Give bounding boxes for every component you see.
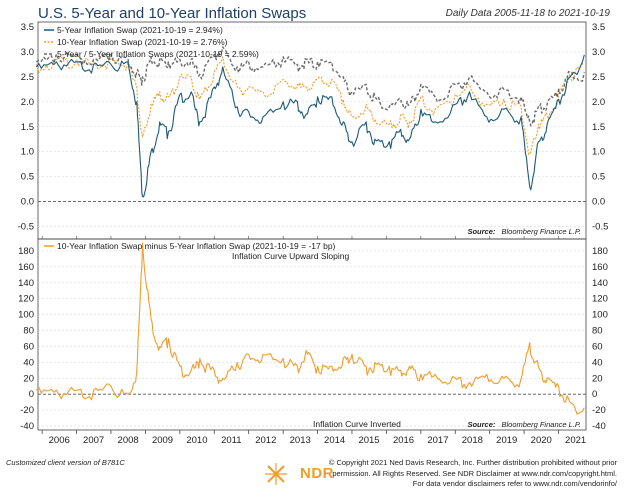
bottom-ytick-right: -20 [592, 405, 606, 416]
ndr-logo [265, 463, 287, 485]
bottom-series [35, 242, 585, 415]
x-tick-label: 2009 [152, 435, 173, 446]
top-ytick-right: -0.5 [592, 222, 608, 233]
bottom-legend: 10-Year Inflation Swap minus 5-Year Infl… [44, 241, 336, 251]
x-tick-label: 2010 [186, 435, 207, 446]
bottom-ytick-right: 120 [592, 294, 608, 305]
ndr-logo-mark [265, 463, 287, 485]
top-ytick-left: -0.5 [18, 222, 34, 233]
bottom-ytick-left: -20 [20, 405, 34, 416]
bottom-ytick-left: 40 [23, 357, 34, 368]
x-tick-label: 2018 [462, 435, 483, 446]
x-tick-label: 2016 [393, 435, 414, 446]
x-tick-label: 2007 [83, 435, 104, 446]
bottom-ytick-left: 100 [18, 310, 34, 321]
top-ytick-left: 1.5 [21, 122, 34, 133]
bottom-ytick-left: 80 [23, 326, 34, 337]
x-tick-label: 2006 [49, 435, 70, 446]
top-ytick-right: 1.0 [592, 147, 605, 158]
top-ytick-right: 2.5 [592, 72, 605, 83]
top-source: Source: Bloomberg Finance L.P. [467, 227, 581, 236]
top-series [35, 46, 585, 198]
x-tick-label: 2008 [118, 435, 139, 446]
bottom-series-0 [35, 242, 585, 415]
footer-client-version: Customized client version of B781C [6, 458, 125, 467]
top-ytick-left: 1.0 [21, 147, 34, 158]
x-tick-label: 2019 [496, 435, 517, 446]
top-source-label: Source: [467, 227, 495, 236]
top-ytick-left: 0.0 [21, 197, 34, 208]
top-legend: 5-Year Inflation Swap (2021-10-19 = 2.94… [44, 25, 259, 59]
top-ytick-left: 3.0 [21, 47, 34, 58]
bottom-ytick-right: 180 [592, 246, 608, 257]
legend-label-5y5y: 5-Year / 5-Year Inflation Swaps (2021-10… [57, 49, 259, 59]
top-ytick-left: 2.0 [21, 97, 34, 108]
bottom-ytick-right: 80 [592, 326, 603, 337]
legend-label-10y: 10-Year Inflation Swap (2021-10-19 = 2.7… [57, 37, 228, 47]
copyright-line-1: © Copyright 2021 Ned Davis Research, Inc… [328, 458, 617, 467]
x-tick-label: 2015 [358, 435, 379, 446]
bottom-ytick-left: 160 [18, 262, 34, 273]
top-yticks: 3.5 3.5 3.0 3.0 2.5 2.5 2.0 2.0 1.5 1.5 1.0 1.0 0.5 0… [18, 22, 609, 233]
top-ytick-right: 0.0 [592, 197, 605, 208]
bottom-ytick-left: 120 [18, 294, 34, 305]
chart-svg: 3.5 3.5 3.0 3.0 2.5 2.5 2.0 2.0 1.5 1.5 1.0 1.0 0.5 0… [18, 21, 609, 446]
bottom-ytick-left: 180 [18, 246, 34, 257]
top-ytick-left: 2.5 [21, 72, 34, 83]
copyright-line-2: permission. All Rights Reserved. See NDR… [332, 468, 617, 478]
bottom-ytick-right: 0 [592, 389, 597, 400]
top-series-1 [35, 56, 585, 155]
legend-label-5y: 5-Year Inflation Swap (2021-10-19 = 2.94… [57, 25, 223, 35]
top-grid [38, 26, 586, 227]
top-series-2 [36, 46, 585, 127]
annotation-upward: Inflation Curve Upward Sloping [232, 251, 349, 261]
top-ytick-right: 1.5 [592, 122, 605, 133]
top-source-text: Bloomberg Finance L.P. [502, 227, 582, 236]
bottom-ytick-right: 40 [592, 357, 603, 368]
bottom-source-label: Source: [467, 420, 495, 429]
bottom-ytick-left: 0 [29, 389, 34, 400]
x-ticks: 2006 2007 2008 2009 2010 2011 2012 2013 2014 2015… [41, 236, 586, 446]
bottom-source: Source: Bloomberg Finance L.P. [467, 420, 581, 429]
bottom-ytick-left: 60 [23, 341, 34, 352]
top-ytick-right: 3.5 [592, 22, 605, 33]
bottom-ytick-left: 140 [18, 278, 34, 289]
ndr-logo-text: NDR [300, 465, 334, 482]
top-ytick-left: 0.5 [21, 172, 34, 183]
x-tick-label: 2013 [290, 435, 311, 446]
x-tick-label: 2021 [565, 435, 586, 446]
bottom-yticks: 180 180 160 160 140 140 120 120 100 100 80 80 60 60 40… [18, 246, 608, 432]
chart-title: U.S. 5-Year and 10-Year Inflation Swaps [38, 5, 307, 22]
annotation-inverted: Inflation Curve Inverted [313, 419, 401, 429]
bottom-grid [38, 250, 586, 427]
bottom-ytick-right: 140 [592, 278, 608, 289]
top-ytick-left: 3.5 [21, 22, 34, 33]
x-tick-label: 2020 [531, 435, 552, 446]
x-tick-label: 2012 [255, 435, 276, 446]
x-tick-label: 2011 [221, 435, 241, 446]
top-series-0 [35, 54, 585, 198]
bottom-ytick-right: -40 [592, 421, 606, 432]
top-ytick-right: 2.0 [592, 97, 605, 108]
bottom-source-text: Bloomberg Finance L.P. [502, 420, 582, 429]
top-ytick-right: 3.0 [592, 47, 605, 58]
bottom-ytick-right: 160 [592, 262, 608, 273]
bottom-ytick-left: -40 [20, 421, 34, 432]
x-tick-label: 2014 [324, 435, 345, 446]
legend-label-spread: 10-Year Inflation Swap minus 5-Year Infl… [57, 241, 336, 251]
bottom-ytick-right: 60 [592, 341, 603, 352]
copyright-line-3: For data vendor disclaimers refer to www… [412, 479, 617, 488]
top-ytick-right: 0.5 [592, 172, 605, 183]
footer-copyright: © Copyright 2021 Ned Davis Research, Inc… [317, 458, 617, 490]
x-tick-label: 2017 [427, 435, 448, 446]
bottom-ytick-right: 100 [592, 310, 608, 321]
bottom-ytick-right: 20 [592, 373, 603, 384]
bottom-panel-frame [37, 238, 587, 431]
bottom-ytick-left: 20 [23, 373, 34, 384]
date-range: Daily Data 2005-11-18 to 2021-10-19 [445, 8, 610, 19]
